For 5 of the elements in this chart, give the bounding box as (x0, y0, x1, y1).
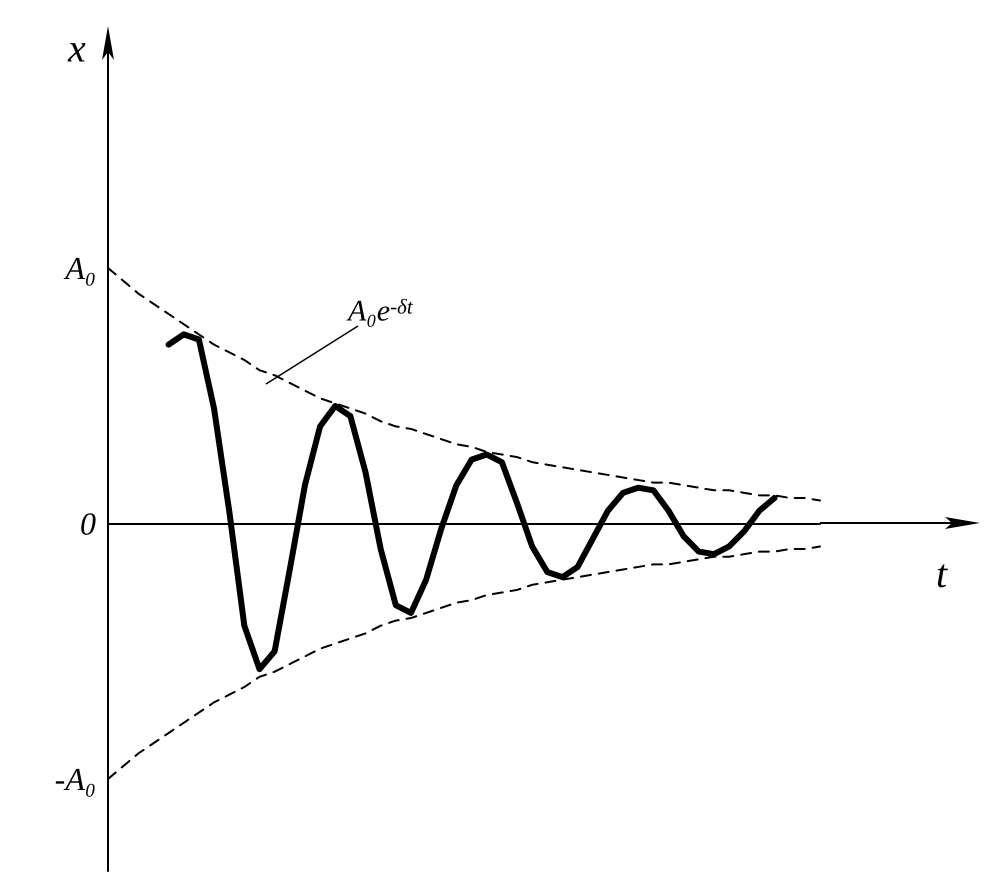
text: A₀ (63, 250, 96, 286)
y-axis-title: x (67, 26, 86, 70)
text: 0 (80, 505, 96, 542)
text: -A₀ (54, 761, 96, 798)
x-axis-title: t (936, 550, 948, 596)
